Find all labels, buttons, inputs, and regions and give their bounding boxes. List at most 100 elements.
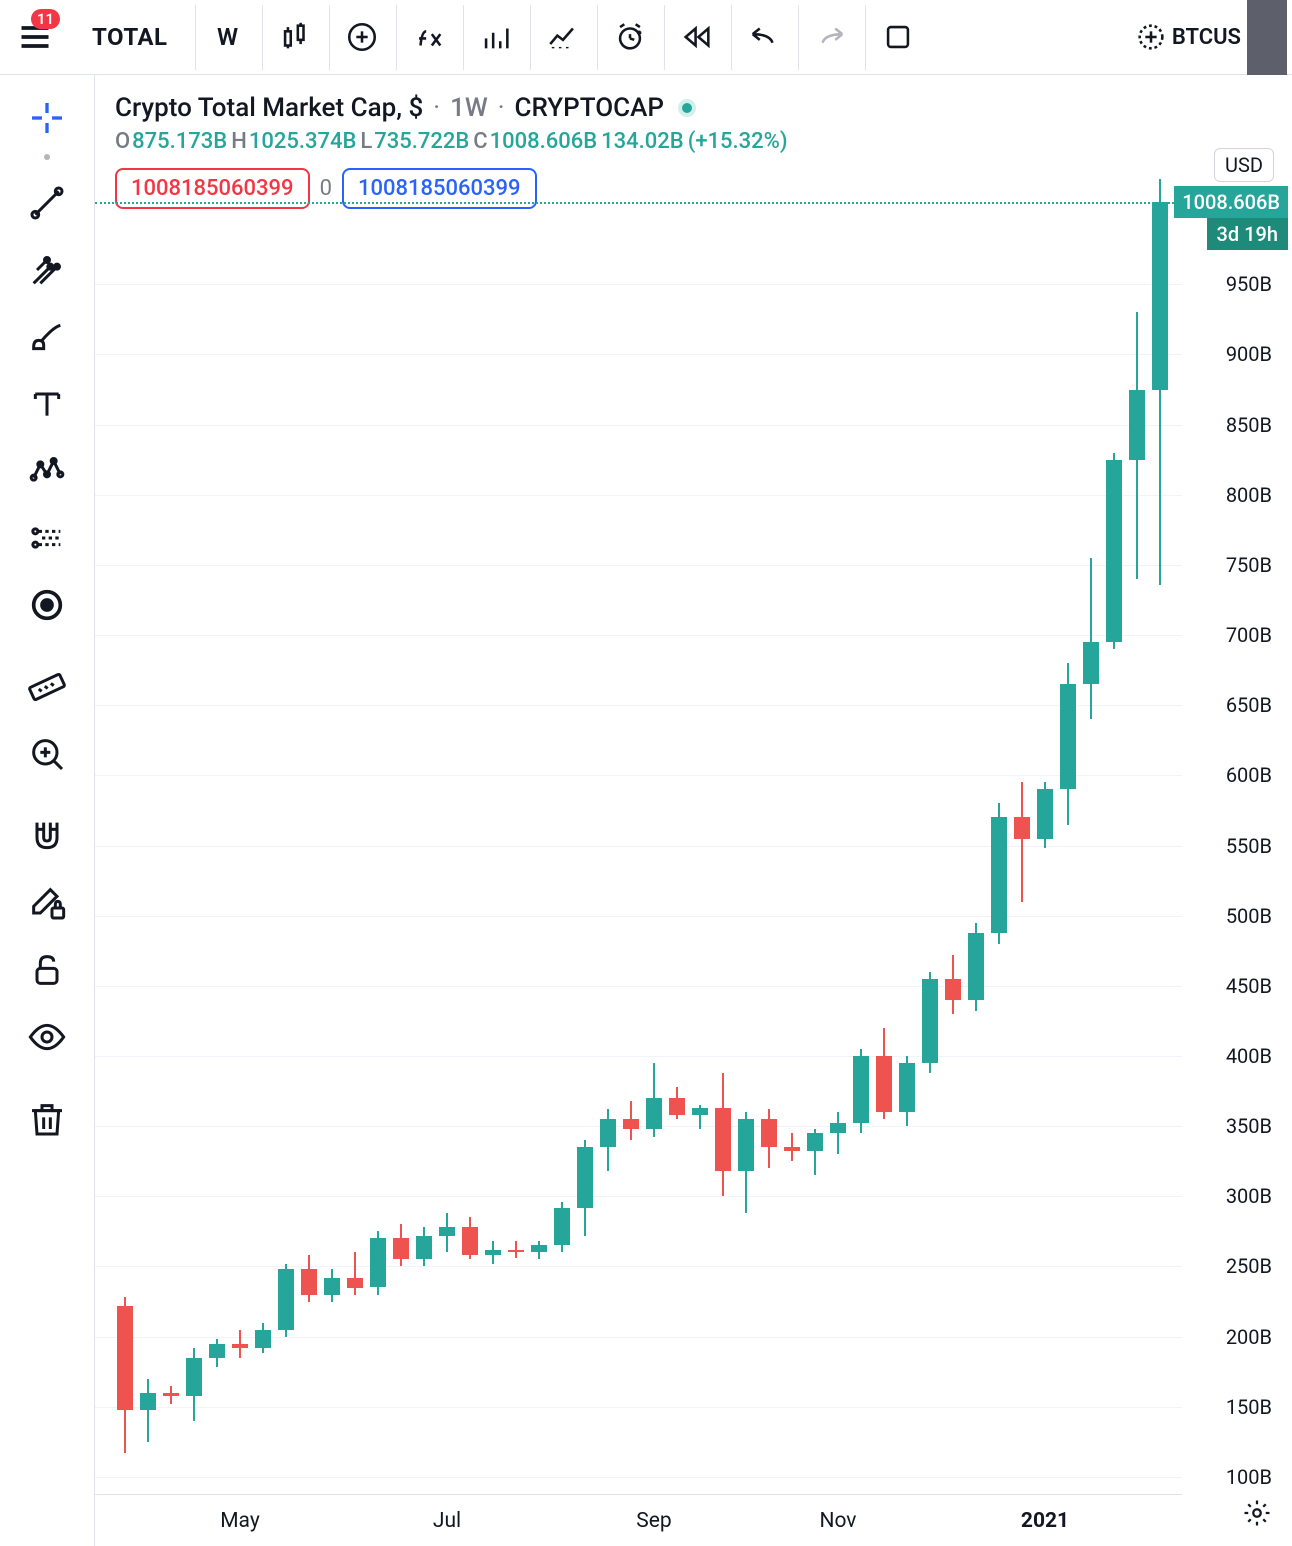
y-tick-label: 150B (1226, 1395, 1272, 1419)
lock-drawing-tool[interactable] (12, 870, 82, 935)
candle (506, 1241, 526, 1258)
candle (207, 1339, 227, 1367)
financials-button[interactable] (463, 5, 528, 70)
trendline-tool[interactable] (12, 170, 82, 235)
layout-button[interactable] (865, 5, 930, 70)
price-line (95, 202, 1182, 204)
trash-tool[interactable] (12, 1086, 82, 1151)
text-tool[interactable] (12, 371, 82, 436)
visibility-tool[interactable] (12, 1004, 82, 1069)
indicator-mid: 0 (320, 176, 332, 201)
y-tick-label: 500B (1226, 904, 1272, 928)
y-tick-label: 700B (1226, 623, 1272, 647)
chart-area[interactable]: Crypto Total Market Cap, $ · 1W · CRYPTO… (95, 75, 1292, 1494)
gridline (95, 284, 1182, 285)
x-tick-label: 2021 (1021, 1509, 1069, 1533)
y-tick-label: 850B (1226, 413, 1272, 437)
gridline (95, 1477, 1182, 1478)
left-toolbar (0, 75, 95, 1546)
chart-exchange: CRYPTOCAP (515, 93, 664, 123)
crosshair-tool[interactable] (12, 85, 82, 150)
y-tick-label: 600B (1226, 763, 1272, 787)
candle (1081, 558, 1101, 719)
candle (322, 1269, 342, 1301)
candle (805, 1129, 825, 1175)
timeframe-button[interactable]: W (195, 5, 260, 70)
text-icon (27, 384, 67, 424)
candle (667, 1087, 687, 1119)
candle-icon (278, 20, 312, 54)
candle (253, 1323, 273, 1354)
zoom-in-icon (27, 734, 67, 774)
y-tick-label: 200B (1226, 1325, 1272, 1349)
symbol-name[interactable]: TOTAL (67, 23, 193, 51)
candle (598, 1109, 618, 1171)
replay-button[interactable] (664, 5, 729, 70)
redo-button[interactable] (798, 5, 863, 70)
gridline (95, 986, 1182, 987)
candle (920, 972, 940, 1073)
candle (1035, 782, 1055, 848)
projection-icon (27, 518, 67, 558)
candle (897, 1056, 917, 1126)
candle (460, 1217, 480, 1259)
y-tick-label: 800B (1226, 483, 1272, 507)
alert-button[interactable] (597, 5, 662, 70)
magnet-tool[interactable] (12, 803, 82, 868)
candle (161, 1386, 181, 1404)
lock-tool[interactable] (12, 937, 82, 1002)
candle (989, 803, 1009, 943)
undo-button[interactable] (731, 5, 796, 70)
y-tick-label: 400B (1226, 1044, 1272, 1068)
chart-settings-button[interactable] (1242, 1498, 1272, 1532)
candle (345, 1252, 365, 1294)
candle (299, 1255, 319, 1301)
forecast-icon (546, 20, 580, 54)
y-tick-label: 750B (1226, 553, 1272, 577)
panel-toggle[interactable] (1247, 0, 1287, 75)
candle (414, 1227, 434, 1266)
gridline (95, 1407, 1182, 1408)
magnet-icon (27, 816, 67, 856)
candle (736, 1112, 756, 1213)
x-axis[interactable]: MayJulSepNov2021 (95, 1494, 1182, 1546)
redo-icon (814, 20, 848, 54)
gridline (95, 354, 1182, 355)
candle (1150, 179, 1170, 584)
pattern-tool[interactable] (12, 438, 82, 503)
candle (115, 1297, 135, 1453)
fib-tool[interactable] (12, 237, 82, 302)
candle-style-button[interactable] (262, 5, 327, 70)
gridline (95, 775, 1182, 776)
candle (943, 955, 963, 1014)
candle (713, 1073, 733, 1196)
zoom-tool[interactable] (12, 721, 82, 786)
forecast-tool[interactable] (12, 505, 82, 570)
x-tick-label: Nov (820, 1509, 857, 1533)
gridline (95, 1266, 1182, 1267)
candle (184, 1348, 204, 1421)
candle (621, 1101, 641, 1140)
chart-timeframe: 1W (450, 93, 488, 123)
target-tool[interactable] (12, 572, 82, 637)
measure-tool[interactable] (12, 654, 82, 719)
indicators-button[interactable] (396, 5, 461, 70)
pattern-icon (27, 451, 67, 491)
compare-symbol[interactable]: BTCUS (1172, 25, 1241, 50)
x-tick-label: Jul (433, 1509, 461, 1533)
currency-tag[interactable]: USD (1214, 148, 1274, 182)
y-tick-label: 900B (1226, 342, 1272, 366)
target-icon (27, 585, 67, 625)
top-toolbar: 11 TOTAL W BTCUS (0, 0, 1292, 75)
candle (1104, 453, 1124, 649)
forecast-button[interactable] (530, 5, 595, 70)
brush-tool[interactable] (12, 304, 82, 369)
trash-icon (27, 1099, 67, 1139)
candle (759, 1109, 779, 1168)
compare-icon[interactable] (1134, 20, 1168, 54)
tool-dot (44, 154, 50, 160)
y-axis[interactable]: 100B150B200B250B300B350B400B450B500B550B… (1182, 75, 1292, 1494)
add-indicator-button[interactable] (329, 5, 394, 70)
chart-container: Crypto Total Market Cap, $ · 1W · CRYPTO… (95, 75, 1292, 1546)
menu-button[interactable]: 11 (5, 7, 65, 67)
